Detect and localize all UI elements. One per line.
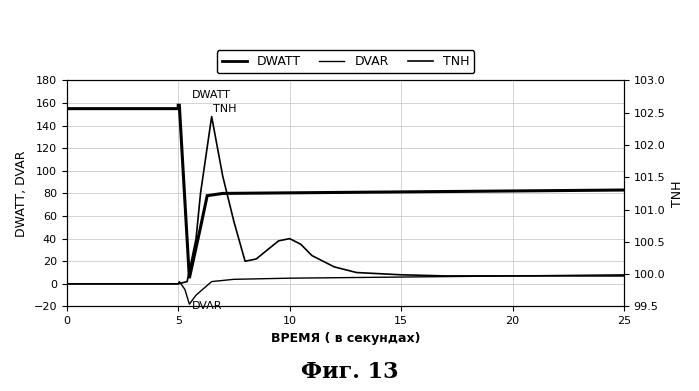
X-axis label: ВРЕМЯ ( в секундах): ВРЕМЯ ( в секундах) <box>271 332 420 345</box>
Text: DWATT: DWATT <box>192 90 231 100</box>
Text: Фиг. 13: Фиг. 13 <box>301 361 398 383</box>
Text: TNH: TNH <box>212 104 236 114</box>
Y-axis label: DWATT, DVAR: DWATT, DVAR <box>15 150 28 237</box>
Y-axis label: TNH: TNH <box>671 180 684 207</box>
Text: DVAR: DVAR <box>192 301 222 311</box>
Legend: DWATT, DVAR, TNH: DWATT, DVAR, TNH <box>217 50 474 74</box>
